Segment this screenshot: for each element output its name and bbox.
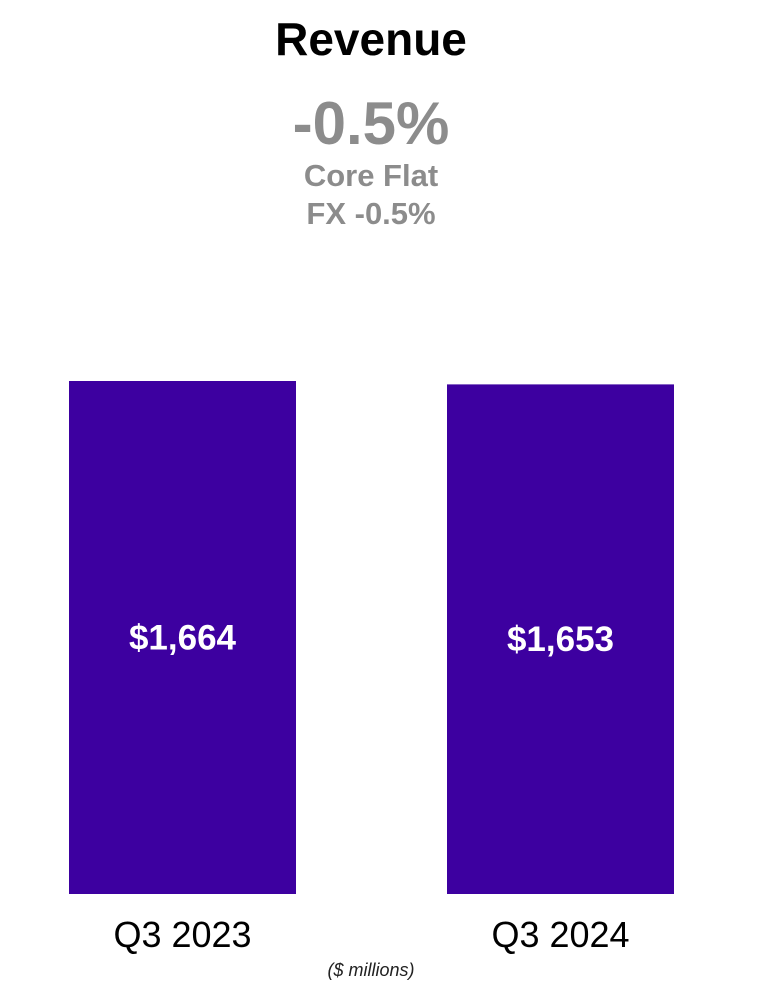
chart-title: Revenue: [275, 13, 467, 65]
units-note: ($ millions): [327, 960, 415, 980]
bar-value-label: $1,653: [507, 620, 614, 659]
fx-impact-note: FX -0.5%: [306, 196, 436, 231]
x-tick-label: Q3 2023: [113, 914, 251, 955]
growth-percentage: -0.5%: [292, 90, 450, 157]
core-growth-note: Core Flat: [303, 158, 439, 193]
x-tick-label: Q3 2024: [491, 914, 629, 955]
bar-q3-2023: [69, 381, 296, 894]
bar-q3-2024: [447, 384, 674, 894]
bar-value-label: $1,664: [129, 619, 237, 658]
